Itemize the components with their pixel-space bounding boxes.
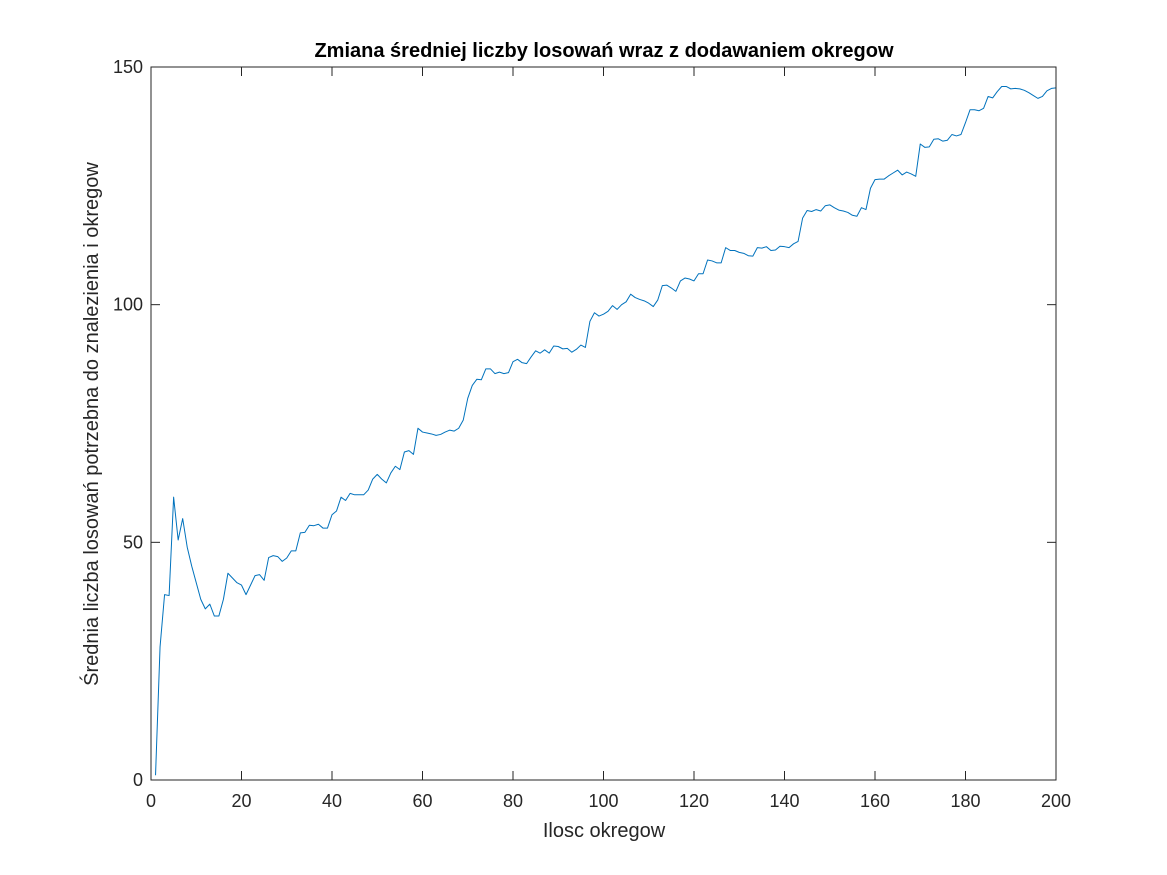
y-tick-label: 100 xyxy=(113,295,143,315)
x-axis-label: Ilosc okregow xyxy=(543,820,666,842)
y-tick-label: 150 xyxy=(113,57,143,77)
x-tick-label: 180 xyxy=(950,791,980,811)
series-layer xyxy=(155,85,1057,776)
x-tick-label: 80 xyxy=(503,791,523,811)
y-axis-label: Średnia liczba losowań potrzebna do znal… xyxy=(79,162,103,686)
x-tick-label: 160 xyxy=(860,791,890,811)
plot-area xyxy=(151,67,1056,780)
y-tick-label: 50 xyxy=(123,532,143,552)
x-tick-label: 140 xyxy=(769,791,799,811)
ticks-layer: 0 20 40 60 80 100 120 140 160 180 200 0 50 100 150 xyxy=(113,57,1071,811)
x-tick-label: 60 xyxy=(412,791,432,811)
plot-frame xyxy=(150,66,1057,781)
x-tick-label: 20 xyxy=(231,791,251,811)
x-tick-label: 100 xyxy=(588,791,618,811)
chart-title: Zmiana średniej liczby losowań wraz z do… xyxy=(314,40,893,62)
x-tick-label: 120 xyxy=(679,791,709,811)
x-tick-label: 0 xyxy=(146,791,156,811)
data-series-line xyxy=(155,85,1057,776)
x-tick-label: 40 xyxy=(322,791,342,811)
x-tick-label: 200 xyxy=(1041,791,1071,811)
y-tick-label: 0 xyxy=(133,770,143,790)
